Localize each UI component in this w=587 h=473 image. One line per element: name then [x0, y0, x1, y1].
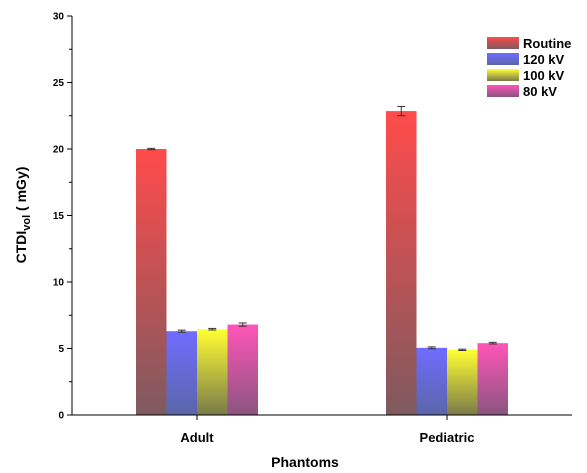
legend-swatch [487, 69, 519, 81]
legend-swatch [487, 85, 519, 97]
error-bars-layer [147, 105, 497, 351]
bar [136, 149, 167, 415]
y-tick-label: 30 [53, 12, 65, 23]
bar [227, 324, 258, 415]
x-tick-label: Adult [180, 430, 214, 445]
bar [166, 331, 197, 415]
bars-layer [136, 111, 508, 415]
bar [386, 111, 417, 415]
bar [477, 343, 508, 415]
x-tick-label: Pediatric [420, 430, 475, 445]
y-axis-title-unit: ( mGy) [13, 167, 29, 215]
bar [447, 349, 478, 415]
x-axis-title: Phantoms [271, 454, 339, 470]
y-axis-ticks: 0 5 10 15 20 25 30 [53, 12, 72, 422]
y-tick-label: 10 [53, 278, 65, 289]
y-tick-label: 20 [53, 145, 65, 156]
y-axis-title: CTDIvol ( mGy) [13, 167, 33, 264]
bar [197, 329, 228, 415]
legend-label: 120 kV [523, 52, 565, 67]
y-tick-label: 0 [58, 411, 64, 422]
y-tick-label: 5 [58, 344, 64, 355]
legend-label: Routine [523, 36, 571, 51]
y-tick-label: 15 [53, 211, 65, 222]
y-axis-title-main: CTDI [13, 231, 29, 264]
bar [416, 347, 447, 415]
y-tick-label: 25 [53, 78, 65, 89]
legend-swatch [487, 53, 519, 65]
x-axis-ticks: Adult Pediatric [180, 415, 474, 445]
legend-swatch [487, 37, 519, 49]
legend-label: 80 kV [523, 84, 557, 99]
legend-label: 100 kV [523, 68, 565, 83]
y-axis-title-subscript: vol [21, 215, 33, 231]
